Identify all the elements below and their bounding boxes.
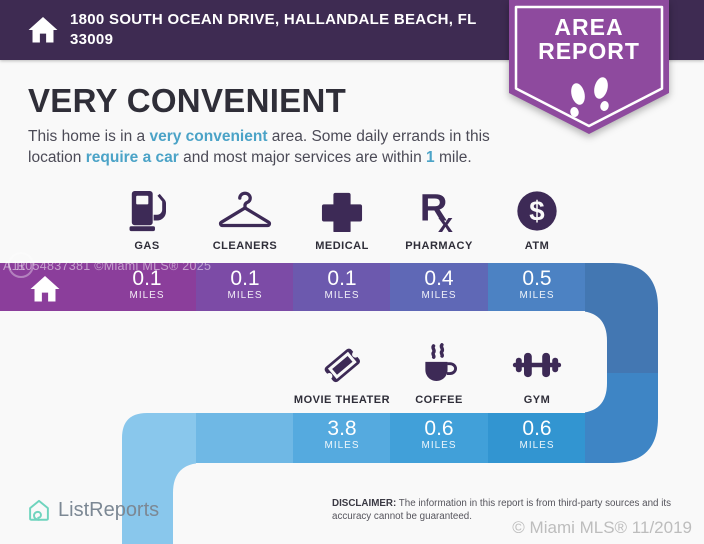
dollar-circle-icon: $ xyxy=(488,186,586,236)
distance-cell: 3.8 MILES xyxy=(293,417,391,452)
text-run: This home is in a xyxy=(28,128,150,145)
footprints-icon xyxy=(570,77,609,117)
bar-segment xyxy=(293,263,390,311)
service-column-coffee: COFFEE xyxy=(390,340,488,406)
text-run: mile. xyxy=(434,149,472,166)
distance-unit: MILES xyxy=(324,290,360,301)
mls-listing-watermark: A11054837381 ©Miami MLS® 2025 xyxy=(3,259,212,273)
address-line1: 1800 SOUTH OCEAN DRIVE, HALLANDALE BEACH… xyxy=(70,11,477,28)
distance-value: 0.5 xyxy=(522,267,552,290)
highlighted-text: require a car xyxy=(85,149,179,166)
bar-segment xyxy=(390,413,488,463)
service-label: MOVIE THEATER xyxy=(293,394,391,406)
medical-cross-icon xyxy=(293,186,391,236)
service-label: COFFEE xyxy=(415,394,463,406)
brand-name: ListReports xyxy=(58,498,160,521)
badge-title-line2: REPORT xyxy=(538,38,640,64)
text-run: area. Some daily errands in this xyxy=(267,128,490,145)
distance-value: 0.6 xyxy=(424,417,454,440)
service-column-gas: GAS xyxy=(98,186,196,252)
distance-unit: MILES xyxy=(324,440,360,451)
bar-segment xyxy=(196,263,293,311)
distance-value: 0.1 xyxy=(230,267,260,290)
distance-cell: 0.5 MILES xyxy=(488,267,586,302)
page-title: VERY CONVENIENT xyxy=(28,82,347,119)
svg-text:R: R xyxy=(420,188,448,230)
listreports-house-icon xyxy=(29,499,49,521)
hanger-icon xyxy=(196,186,294,236)
bar-segment xyxy=(390,263,488,311)
distance-unit: MILES xyxy=(227,290,263,301)
summary-text: This home is in a very convenient area. … xyxy=(28,126,533,168)
distance-unit: MILES xyxy=(519,440,555,451)
service-label: ATM xyxy=(524,240,550,252)
rx-icon: R x xyxy=(390,186,488,236)
listreports-logo: ListReports xyxy=(26,497,159,523)
property-address: 1800 SOUTH OCEAN DRIVE, HALLANDALE BEACH… xyxy=(70,10,510,50)
bar-segment xyxy=(196,413,293,463)
distance-unit: MILES xyxy=(421,290,457,301)
bar-segment xyxy=(122,413,196,544)
service-column-atm: $ ATM xyxy=(488,186,586,252)
highlighted-text: 1 xyxy=(426,149,435,166)
address-line2: 33009 xyxy=(70,31,114,48)
svg-text:x: x xyxy=(438,208,453,234)
distance-unit: MILES xyxy=(519,290,555,301)
home-marker-icon xyxy=(30,275,60,302)
badge-title-line1: AREA xyxy=(554,14,623,40)
disclaimer-line1: The information in this report is from t… xyxy=(396,498,672,509)
distance-unit: MILES xyxy=(421,440,457,451)
service-label: MEDICAL xyxy=(315,240,369,252)
dumbbell-icon xyxy=(488,340,586,390)
service-column-pharmacy: R x PHARMACY xyxy=(390,186,488,252)
distance-value: 0.6 xyxy=(522,417,552,440)
distance-cell: 0.6 MILES xyxy=(390,417,488,452)
badge-inner-border xyxy=(514,5,664,128)
bar-segment xyxy=(293,413,390,463)
mls-emblem-watermark: R xyxy=(8,252,34,278)
coffee-cup-icon xyxy=(390,340,488,390)
distance-cell: 0.4 MILES xyxy=(390,267,488,302)
disclaimer: DISCLAIMER: The information in this repo… xyxy=(332,497,698,523)
service-label: GAS xyxy=(134,240,160,252)
home-icon xyxy=(28,16,58,43)
distance-cell: 0.6 MILES xyxy=(488,417,586,452)
disclaimer-label: DISCLAIMER: xyxy=(332,498,397,509)
service-column-medical: MEDICAL xyxy=(293,186,391,252)
highlighted-text: very convenient xyxy=(149,128,268,145)
bar-segment xyxy=(488,413,585,463)
service-column-movie-theater: MOVIE THEATER xyxy=(293,340,391,406)
service-column-gym: GYM xyxy=(488,340,586,406)
service-label: GYM xyxy=(523,394,551,406)
disclaimer-line2: accuracy cannot be guaranteed. xyxy=(332,511,472,522)
distance-value: 0.1 xyxy=(132,267,162,290)
bar-segment xyxy=(488,263,585,311)
ticket-icon xyxy=(293,340,391,390)
distance-cell: 0.1 MILES xyxy=(293,267,391,302)
text-run: location xyxy=(28,149,86,166)
distance-unit: MILES xyxy=(129,290,165,301)
svg-text:$: $ xyxy=(529,196,544,227)
distance-value: 0.1 xyxy=(327,267,357,290)
bar-segment xyxy=(0,263,196,311)
service-column-cleaners: CLEANERS xyxy=(196,186,294,252)
area-report-badge: AREA REPORT xyxy=(509,0,669,134)
service-label: PHARMACY xyxy=(405,240,473,252)
distance-value: 0.4 xyxy=(424,267,454,290)
mls-date-watermark: © Miami MLS® 11/2019 xyxy=(512,518,692,537)
gas-pump-icon xyxy=(98,186,196,236)
distance-value: 3.8 xyxy=(327,417,357,440)
text-run: and most major services are within xyxy=(178,149,427,166)
connector-segment xyxy=(585,373,658,463)
distance-cell: 0.1 MILES xyxy=(98,267,196,302)
badge-shape xyxy=(509,0,669,134)
distance-cell: 0.1 MILES xyxy=(196,267,294,302)
service-label: CLEANERS xyxy=(212,240,278,252)
